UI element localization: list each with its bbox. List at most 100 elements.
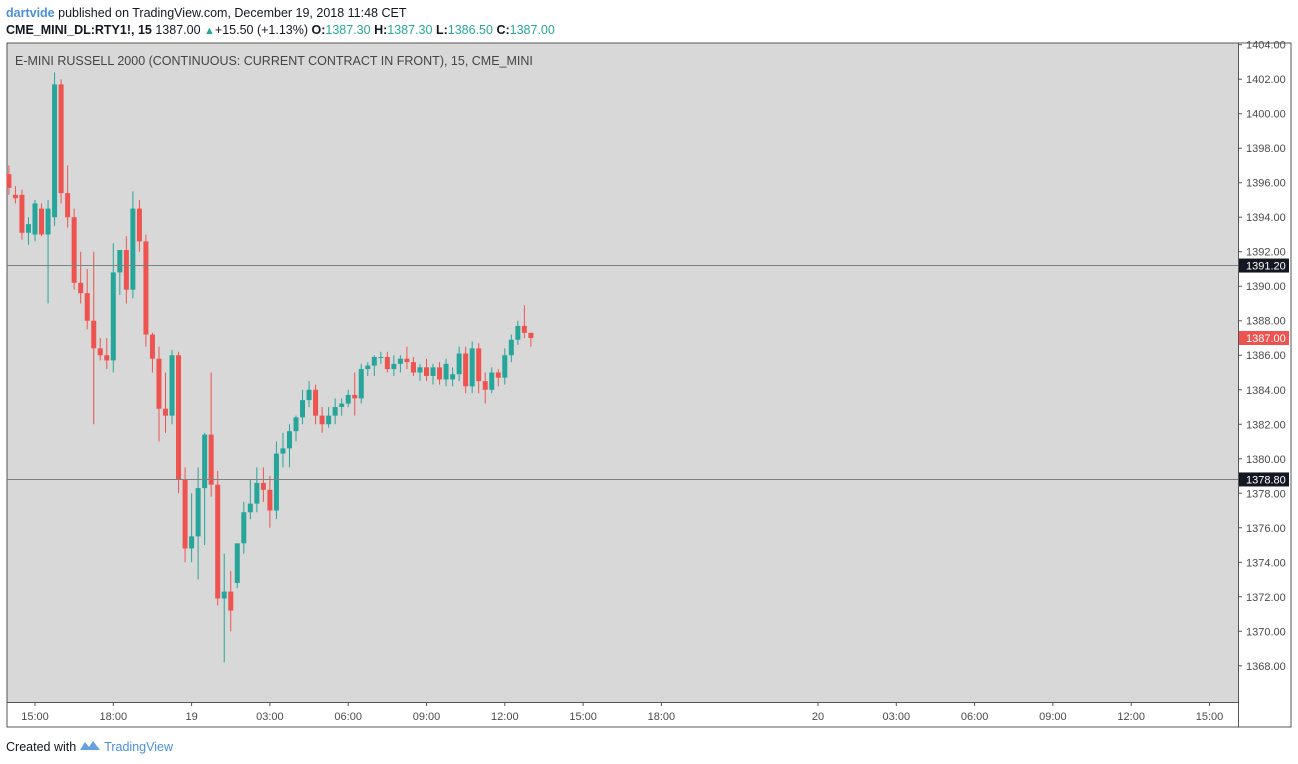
- candle: [241, 501, 247, 554]
- author-link[interactable]: dartvide: [6, 6, 55, 20]
- x-tick-label: 09:00: [1039, 711, 1067, 723]
- candle: [502, 348, 508, 385]
- candle: [208, 372, 214, 497]
- candle: [378, 351, 384, 364]
- candle-body: [293, 417, 299, 432]
- candle: [332, 398, 338, 425]
- candle-body: [149, 334, 155, 359]
- candle-body: [424, 367, 429, 376]
- candle-body: [345, 394, 351, 404]
- candle-body: [371, 356, 377, 366]
- candle: [339, 398, 345, 416]
- x-tick-label: 06:00: [334, 711, 362, 723]
- candle: [39, 203, 45, 237]
- candle: [71, 208, 77, 290]
- created-with-text: Created with: [6, 740, 77, 754]
- candle-body: [45, 208, 51, 235]
- x-tick-label: 18:00: [100, 711, 128, 723]
- tradingview-brand-link[interactable]: TradingView: [104, 740, 173, 754]
- candle-body: [378, 356, 384, 358]
- candle-body: [78, 282, 84, 294]
- candle: [110, 243, 116, 373]
- candle: [78, 251, 84, 304]
- candle: [286, 424, 292, 468]
- candle: [182, 467, 188, 563]
- low-value: 1386.50: [447, 23, 493, 37]
- time-axis[interactable]: 15:00 18:00 19 03:00 06:00 09:00 12:00 15:00 18:…: [21, 702, 1223, 723]
- candle: [528, 332, 534, 347]
- hline-price-badge: [1239, 472, 1289, 487]
- last-price-badge: [1239, 330, 1289, 345]
- candle-body: [156, 358, 162, 409]
- candle: [358, 363, 364, 404]
- candle: [202, 432, 208, 546]
- horizontal-lines[interactable]: [7, 265, 1238, 480]
- candle-body: [6, 174, 12, 188]
- candle: [91, 251, 97, 425]
- plot-area[interactable]: [7, 43, 1238, 702]
- candle: [247, 479, 253, 520]
- candle-body: [117, 250, 123, 273]
- candle-body: [84, 293, 90, 321]
- candle: [371, 355, 377, 376]
- x-tick-label: 12:00: [491, 711, 519, 723]
- candle-body: [267, 489, 273, 511]
- close-label: C:: [496, 23, 510, 37]
- candle: [456, 346, 462, 382]
- candle: [169, 350, 175, 425]
- y-tick-label: 1390.00: [1246, 281, 1286, 293]
- candle: [25, 217, 31, 245]
- candle-body: [169, 355, 175, 416]
- candle: [404, 346, 410, 370]
- y-tick-label: 1374.00: [1246, 557, 1286, 569]
- y-tick-label: 1384.00: [1246, 385, 1286, 397]
- hline-price-label: 1378.80: [1246, 474, 1286, 486]
- y-tick-label: 1380.00: [1246, 454, 1286, 466]
- candle: [117, 250, 123, 295]
- candle: [104, 337, 110, 370]
- candle: [417, 363, 423, 382]
- tradingview-logo-icon[interactable]: [79, 739, 101, 755]
- footer: Created with TradingView: [6, 739, 173, 755]
- x-tick-label: 15:00: [569, 711, 597, 723]
- x-tick-label: 20: [812, 711, 824, 723]
- price-axis[interactable]: 1368.00 1370.00 1372.00 1374.00 1376.00 1378.…: [1238, 40, 1286, 673]
- candle-body: [58, 84, 64, 194]
- x-tick-label: 18:00: [648, 711, 676, 723]
- candle: [319, 407, 325, 433]
- candle-body: [182, 479, 188, 549]
- candle-body: [97, 348, 103, 356]
- x-tick-label: 06:00: [961, 711, 989, 723]
- chart-title: E-MINI RUSSELL 2000 (CONTINUOUS: CURRENT…: [15, 54, 533, 68]
- candle: [45, 199, 51, 304]
- candle: [410, 356, 416, 376]
- candle-body: [228, 591, 234, 611]
- candle-body: [404, 358, 410, 363]
- candle-body: [437, 367, 443, 380]
- y-tick-label: 1388.00: [1246, 316, 1286, 328]
- candle: [280, 432, 286, 468]
- y-tick-label: 1394.00: [1246, 212, 1286, 224]
- y-tick-label: 1378.00: [1246, 488, 1286, 500]
- candle: [521, 305, 527, 338]
- candle: [215, 470, 221, 606]
- y-tick-label: 1404.00: [1246, 40, 1286, 52]
- candle-body: [241, 512, 247, 544]
- candle-body: [384, 356, 390, 370]
- candle-body: [143, 241, 149, 335]
- candle-body: [280, 448, 286, 454]
- candle-body: [515, 325, 521, 340]
- candle-body: [463, 353, 469, 387]
- x-tick-label: 09:00: [413, 711, 441, 723]
- x-tick-label: 12:00: [1117, 711, 1145, 723]
- candle: [424, 358, 429, 382]
- candle-body: [71, 217, 77, 283]
- close-value: 1387.00: [509, 23, 555, 37]
- candle-body: [25, 224, 31, 233]
- candle-body: [521, 325, 527, 333]
- candle: [65, 165, 71, 228]
- candle: [156, 346, 162, 442]
- candle: [254, 467, 260, 513]
- candle-body: [502, 355, 508, 378]
